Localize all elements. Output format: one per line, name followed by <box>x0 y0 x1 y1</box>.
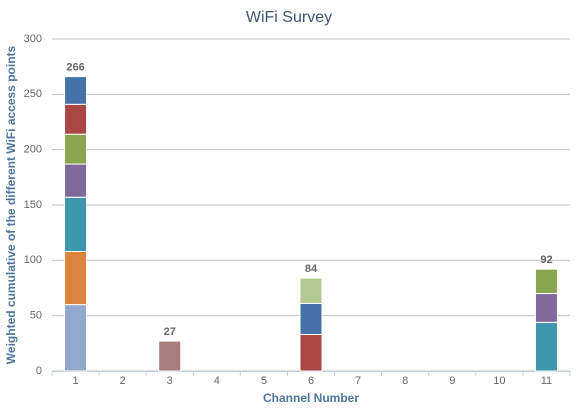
total-label: 27 <box>164 326 176 338</box>
bar-segment <box>64 250 88 306</box>
y-tick-label: 50 <box>30 310 42 322</box>
x-tick-label: 4 <box>214 375 220 387</box>
bar-segment <box>64 133 88 165</box>
x-tick-label: 8 <box>402 375 408 387</box>
x-tick-label: 9 <box>449 375 455 387</box>
y-tick-label: 300 <box>24 33 42 45</box>
bar-segment <box>158 340 182 372</box>
x-tick-label: 6 <box>308 375 314 387</box>
bar-segment <box>64 196 88 252</box>
y-tick-label: 200 <box>24 144 42 156</box>
x-tick-label: 3 <box>167 375 173 387</box>
x-tick-label: 11 <box>541 375 552 387</box>
bar-segment <box>64 76 88 105</box>
bar-segment <box>534 293 558 323</box>
y-axis-label: Weighted cumulative of the different WiF… <box>4 45 18 364</box>
bar-segment <box>534 268 558 295</box>
x-axis-label: Channel Number <box>263 391 359 405</box>
bar-segment <box>534 321 558 372</box>
bar-segment <box>299 277 323 304</box>
bar-segment <box>64 304 88 372</box>
bar-segment <box>64 163 88 198</box>
y-tick-label: 0 <box>36 365 42 377</box>
x-tick-label: 10 <box>493 375 505 387</box>
bar-segment <box>299 302 323 335</box>
bar-segment <box>299 333 323 372</box>
total-label: 92 <box>540 254 552 266</box>
x-tick-label: 5 <box>261 375 267 387</box>
y-tick-label: 100 <box>24 254 42 266</box>
bar-segment <box>64 103 88 135</box>
x-tick-label: 7 <box>355 375 361 387</box>
x-tick-label: 2 <box>120 375 126 387</box>
total-label: 84 <box>305 263 318 275</box>
total-label: 266 <box>66 62 84 74</box>
x-tick-label: 1 <box>72 375 78 387</box>
chart-title: WiFi Survey <box>246 9 332 26</box>
y-tick-label: 150 <box>24 199 42 211</box>
y-tick-label: 250 <box>24 88 42 100</box>
